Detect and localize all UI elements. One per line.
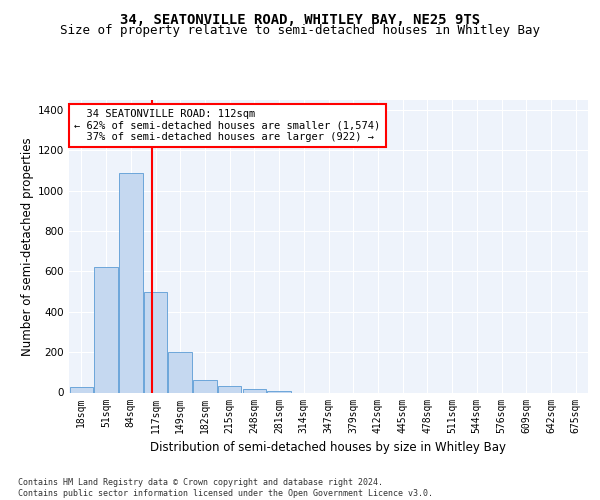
X-axis label: Distribution of semi-detached houses by size in Whitley Bay: Distribution of semi-detached houses by …	[151, 441, 506, 454]
Y-axis label: Number of semi-detached properties: Number of semi-detached properties	[21, 137, 34, 356]
Bar	[218, 386, 241, 392]
Text: Contains HM Land Registry data © Crown copyright and database right 2024.
Contai: Contains HM Land Registry data © Crown c…	[18, 478, 433, 498]
Bar	[119, 172, 143, 392]
Bar	[193, 380, 217, 392]
Bar	[169, 352, 192, 393]
Bar	[94, 268, 118, 392]
Bar	[70, 388, 93, 392]
Text: 34, SEATONVILLE ROAD, WHITLEY BAY, NE25 9TS: 34, SEATONVILLE ROAD, WHITLEY BAY, NE25 …	[120, 12, 480, 26]
Text: 34 SEATONVILLE ROAD: 112sqm  
← 62% of semi-detached houses are smaller (1,574)
: 34 SEATONVILLE ROAD: 112sqm ← 62% of sem…	[74, 109, 380, 142]
Bar	[144, 292, 167, 392]
Bar	[268, 391, 291, 392]
Bar	[242, 390, 266, 392]
Text: Size of property relative to semi-detached houses in Whitley Bay: Size of property relative to semi-detach…	[60, 24, 540, 37]
